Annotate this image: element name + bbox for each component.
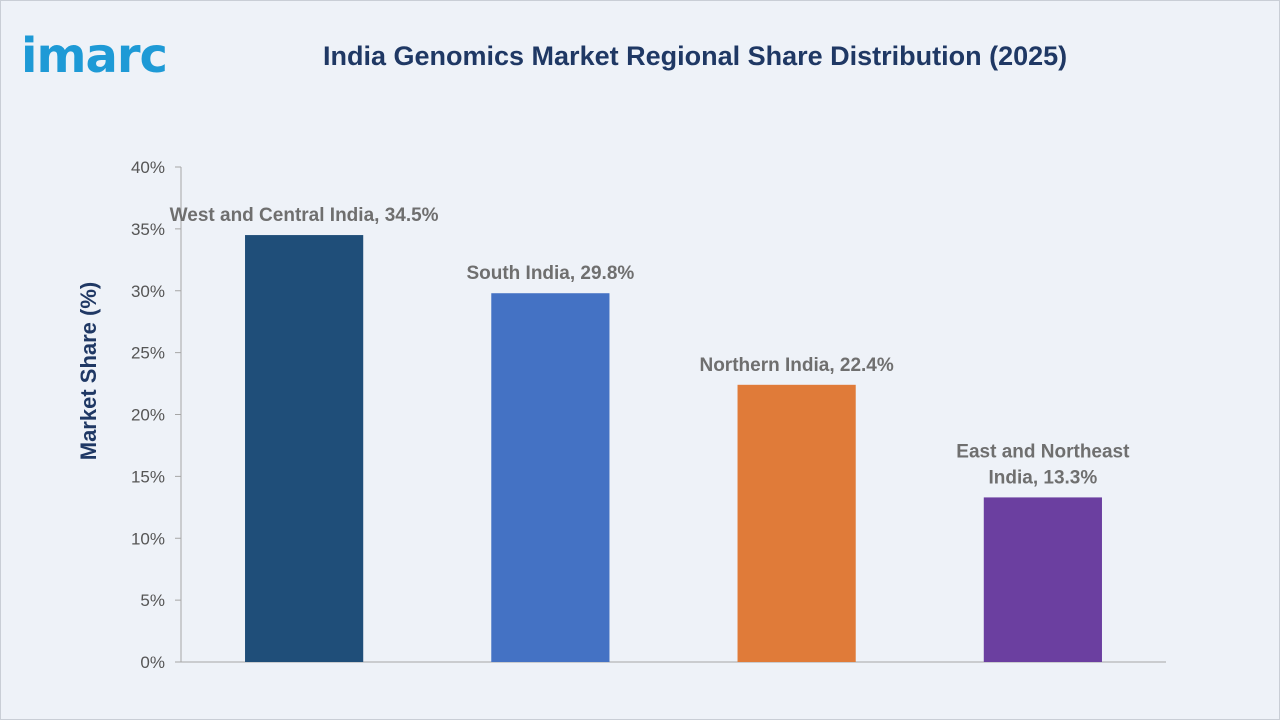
chart-title: India Genomics Market Regional Share Dis…: [323, 41, 1068, 71]
y-tick-label: 25%: [131, 344, 165, 363]
y-tick-label: 20%: [131, 406, 165, 425]
data-label: India, 13.3%: [988, 467, 1097, 488]
y-tick-label: 40%: [131, 158, 165, 177]
bar-3: [737, 384, 856, 662]
y-tick-label: 15%: [131, 467, 165, 486]
data-label: Northern India, 22.4%: [699, 355, 893, 376]
y-tick-label: 10%: [131, 529, 165, 548]
bar-1: [245, 235, 364, 662]
y-tick-label: 5%: [140, 591, 165, 610]
data-label: West and Central India, 34.5%: [170, 205, 439, 226]
y-tick-label: 0%: [140, 653, 165, 672]
data-label: South India, 29.8%: [466, 263, 634, 284]
logo-text: imarc: [21, 28, 168, 84]
imarc-logo: imarc: [21, 28, 168, 84]
bar-4: [983, 497, 1102, 662]
y-tick-label: 30%: [131, 282, 165, 301]
y-tick-label: 35%: [131, 220, 165, 239]
bar-2: [491, 293, 610, 662]
data-label: East and Northeast: [956, 441, 1130, 462]
